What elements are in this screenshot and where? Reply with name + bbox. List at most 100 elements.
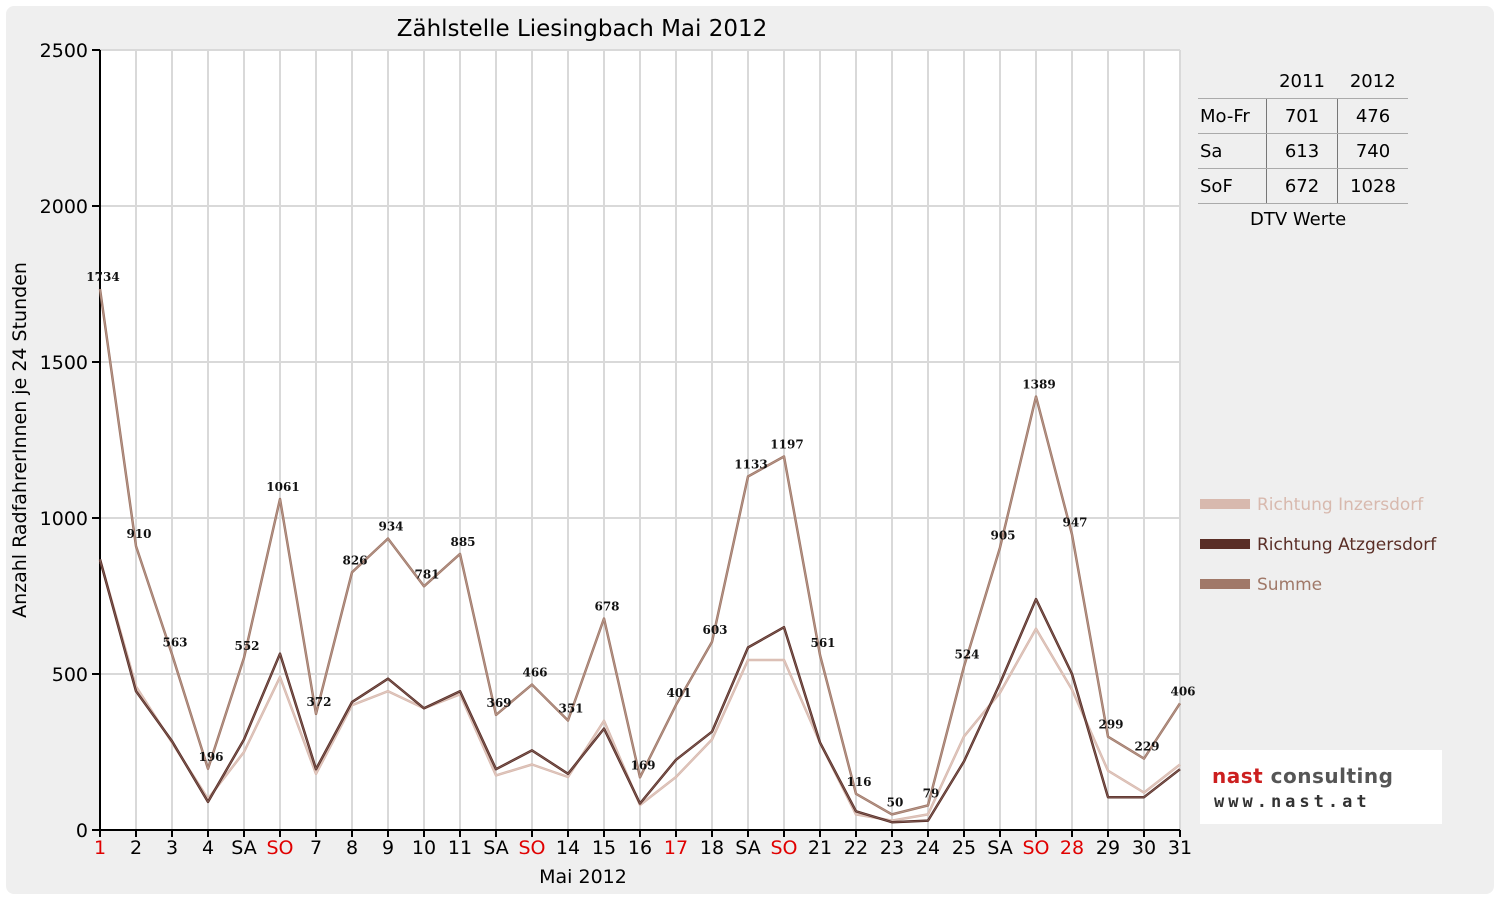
x-tick-label: 11 [448, 837, 472, 859]
series-line-3 [98, 288, 1182, 816]
legend-label: Richtung Atzgersdorf [1257, 535, 1437, 555]
x-axis-title: Mai 2012 [539, 866, 627, 888]
x-tick-label: 30 [1132, 837, 1156, 859]
x-tick-label: 8 [346, 837, 358, 859]
data-label: 79 [923, 786, 940, 800]
x-tick-label: 4 [202, 837, 214, 859]
y-tick-label: 500 [52, 664, 88, 686]
legend-swatch [1200, 579, 1250, 589]
dtv-row-label: Mo-Fr [1198, 98, 1267, 134]
y-tick-label: 0 [76, 820, 88, 842]
series-line-2 [98, 559, 1181, 824]
x-tick-label: SA [483, 837, 508, 859]
data-label: 50 [887, 795, 904, 809]
dtv-row-sof: SoF 672 1028 [1198, 168, 1408, 204]
series-line-highlight [99, 288, 1181, 815]
y-axis-title: Anzahl RadfahrerInnen je 24 Stunden [9, 262, 31, 618]
data-label: 1133 [734, 458, 767, 472]
y-tick-label: 2500 [40, 40, 88, 62]
data-label: 1197 [770, 438, 803, 452]
x-tick-label: 15 [592, 837, 616, 859]
dtv-row-label: Sa [1198, 133, 1267, 169]
legend-label: Richtung Inzersdorf [1257, 495, 1424, 515]
x-tick-label: 29 [1096, 837, 1120, 859]
x-tick-label: 23 [880, 837, 904, 859]
data-label: 1734 [86, 270, 119, 284]
x-tick-label: 2 [130, 837, 142, 859]
data-label: 169 [630, 758, 655, 772]
dtv-header-year-2011: 2011 [1266, 64, 1338, 99]
data-label: 196 [198, 750, 223, 764]
y-tick-label: 1000 [40, 508, 88, 530]
dtv-cell-2011: 672 [1266, 168, 1338, 204]
data-label: 885 [450, 535, 475, 549]
dtv-cell-2012: 740 [1337, 133, 1408, 169]
legend-label: Summe [1257, 575, 1322, 595]
logo-name: nast consulting [1212, 764, 1393, 788]
x-tick-label: 18 [700, 837, 724, 859]
data-label: 524 [954, 648, 979, 662]
logo-name-part2: consulting [1263, 764, 1394, 788]
dtv-header-empty [1198, 64, 1267, 99]
dtv-caption: DTV Werte [1250, 209, 1347, 230]
series-line-highlight [99, 559, 1181, 822]
y-tick-label: 1500 [40, 352, 88, 374]
dtv-row-sa: Sa 613 740 [1198, 133, 1408, 169]
legend-swatch [1200, 499, 1250, 509]
data-label: 678 [594, 599, 619, 613]
x-tick-label: SO [518, 837, 545, 859]
dtv-header-year-2012: 2012 [1337, 64, 1408, 99]
data-label: 947 [1062, 516, 1087, 530]
data-label: 934 [378, 520, 403, 534]
x-tick-label: 17 [664, 837, 688, 859]
dtv-cell-2011: 613 [1266, 133, 1338, 169]
dtv-row-mofr: Mo-Fr 701 476 [1198, 98, 1408, 134]
data-label: 406 [1170, 684, 1195, 698]
data-label: 1389 [1022, 378, 1055, 392]
data-label: 563 [162, 635, 187, 649]
chart-title: Zählstelle Liesingbach Mai 2012 [397, 16, 768, 42]
data-label: 116 [846, 775, 871, 789]
x-tick-label: SO [770, 837, 797, 859]
x-tick-label: 7 [310, 837, 322, 859]
y-tick-label: 2000 [40, 196, 88, 218]
x-tick-label: 9 [382, 837, 394, 859]
dtv-cell-2012: 476 [1337, 98, 1408, 134]
x-tick-label: SA [231, 837, 256, 859]
data-label: 910 [126, 527, 151, 541]
x-tick-label: 31 [1168, 837, 1192, 859]
data-label: 351 [558, 701, 583, 715]
data-label: 229 [1134, 740, 1159, 754]
company-logo: nast consulting www.nast.at [1200, 750, 1442, 824]
x-tick-label: 10 [412, 837, 436, 859]
series-line-highlight [99, 559, 1181, 823]
data-label: 466 [522, 666, 547, 680]
x-tick-label: 21 [808, 837, 832, 859]
series-line-1 [98, 559, 1181, 822]
data-label: 369 [486, 696, 511, 710]
dtv-table: 2011 2012 Mo-Fr 701 476 Sa 613 740 SoF 6… [1198, 64, 1408, 204]
x-tick-label: 14 [556, 837, 580, 859]
x-tick-label: 22 [844, 837, 868, 859]
x-tick-label: 1 [94, 837, 106, 859]
data-label: 781 [414, 567, 439, 581]
x-tick-label: 24 [916, 837, 940, 859]
data-label: 561 [810, 636, 835, 650]
x-tick-label: 28 [1060, 837, 1084, 859]
data-label: 603 [702, 623, 727, 637]
data-label: 372 [306, 695, 331, 709]
logo-url: www.nast.at [1214, 792, 1371, 812]
dtv-row-label: SoF [1198, 168, 1267, 204]
x-tick-label: 16 [628, 837, 652, 859]
data-label: 299 [1098, 718, 1123, 732]
data-label: 826 [342, 553, 367, 567]
legend-swatch [1200, 539, 1250, 549]
x-tick-label: SA [987, 837, 1012, 859]
x-tick-label: SO [1022, 837, 1049, 859]
logo-name-part1: nast [1212, 764, 1264, 788]
data-label: 1061 [266, 480, 299, 494]
data-label: 905 [990, 529, 1015, 543]
dtv-cell-2011: 701 [1266, 98, 1338, 134]
dtv-cell-2012: 1028 [1337, 168, 1408, 204]
